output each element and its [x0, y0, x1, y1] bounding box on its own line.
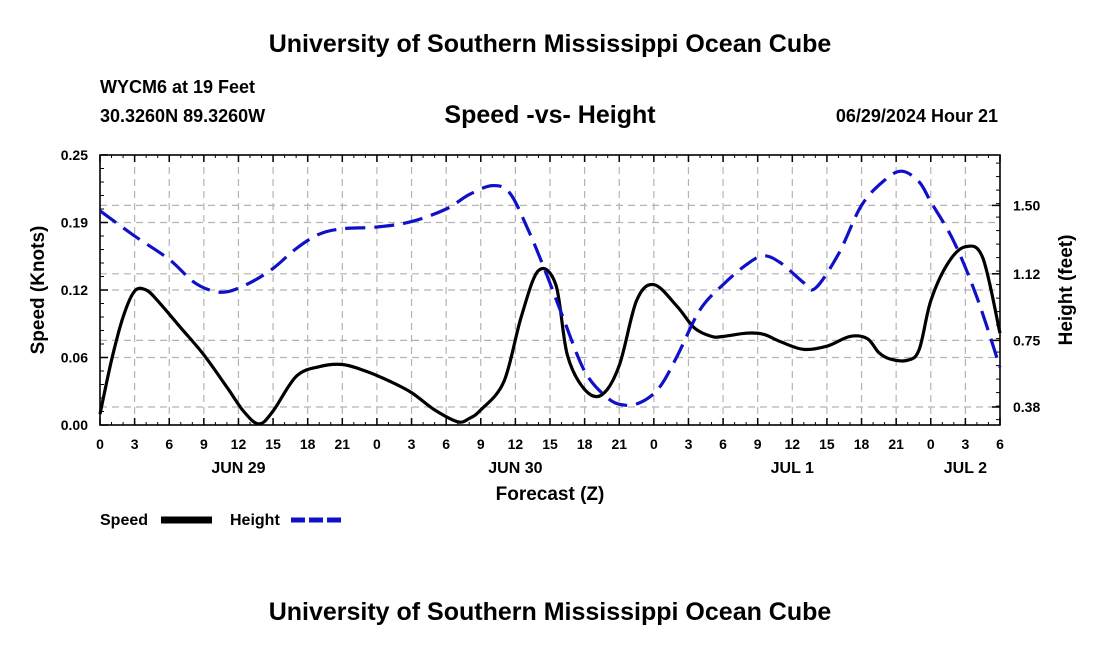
plot-frame [99, 154, 1001, 426]
x-tick-label: 18 [300, 436, 316, 452]
y-right-tick-label: 0.38 [1013, 399, 1040, 415]
footer-title: University of Southern Mississippi Ocean… [268, 598, 832, 626]
legend-label-speed: Speed [100, 512, 148, 529]
y-left-tick-label: 0.12 [61, 282, 88, 298]
station-label: WYCM6 at 19 Feet [100, 77, 256, 97]
forecast-datetime: 06/29/2024 Hour 21 [835, 106, 998, 126]
x-tick-label: 21 [611, 436, 627, 452]
x-tick-label: 3 [685, 436, 693, 452]
x-tick-label: 0 [927, 436, 935, 452]
y-right-tick-label: 1.12 [1013, 266, 1040, 282]
x-tick-label: 0 [373, 436, 381, 452]
x-tick-label: 21 [888, 436, 904, 452]
chart-subtitle: Speed -vs- Height [444, 101, 656, 129]
date-label: JUN 30 [488, 460, 542, 477]
x-tick-label: 12 [785, 436, 801, 452]
x-tick-label: 6 [442, 436, 450, 452]
y-left-tick-label: 0.00 [61, 417, 88, 433]
x-tick-label: 15 [542, 436, 558, 452]
y-left-tick-label: 0.06 [61, 350, 88, 366]
x-tick-label: 12 [508, 436, 524, 452]
x-tick-label: 3 [131, 436, 139, 452]
date-label: JUL 2 [944, 460, 987, 477]
x-tick-label: 15 [265, 436, 281, 452]
x-tick-label: 6 [165, 436, 173, 452]
x-tick-label: 0 [96, 436, 104, 452]
x-tick-label: 9 [754, 436, 762, 452]
x-tick-label: 21 [335, 436, 351, 452]
y-right-tick-label: 0.75 [1013, 332, 1040, 348]
x-tick-label: 3 [961, 436, 969, 452]
x-axis-title: Forecast (Z) [496, 484, 605, 505]
x-tick-label: 15 [819, 436, 835, 452]
x-tick-label: 6 [719, 436, 727, 452]
y-left-tick-label: 0.19 [61, 215, 88, 231]
y-left-axis-title: Speed (Knots) [28, 226, 49, 355]
series-line-height [99, 169, 1002, 407]
y-right-axis-title: Height (feet) [1056, 235, 1077, 346]
x-tick-label: 12 [231, 436, 247, 452]
x-tick-label: 9 [477, 436, 485, 452]
series-line-speed [98, 244, 1002, 426]
x-tick-label: 6 [996, 436, 1004, 452]
x-tick-label: 9 [200, 436, 208, 452]
y-right-tick-label: 1.50 [1013, 197, 1040, 213]
x-tick-label: 3 [408, 436, 416, 452]
date-label: JUN 29 [211, 460, 265, 477]
date-label: JUL 1 [771, 460, 814, 477]
x-tick-label: 0 [650, 436, 658, 452]
legend-label-height: Height [230, 512, 280, 529]
x-tick-label: 18 [854, 436, 870, 452]
y-left-tick-label: 0.25 [61, 147, 88, 163]
coordinates-label: 30.3260N 89.3260W [100, 106, 266, 126]
page-title: University of Southern Mississippi Ocean… [268, 30, 832, 58]
x-tick-label: 18 [577, 436, 593, 452]
